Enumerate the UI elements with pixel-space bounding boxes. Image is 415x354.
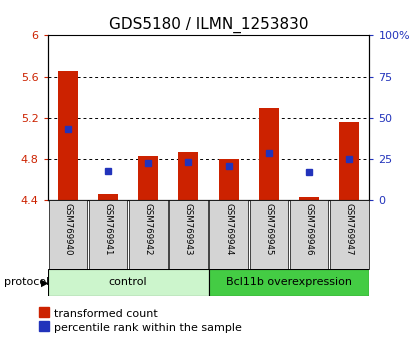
- Bar: [89, 200, 127, 269]
- Bar: [249, 200, 288, 269]
- Bar: [339, 122, 359, 200]
- Bar: [299, 197, 319, 200]
- Text: GSM769941: GSM769941: [103, 204, 112, 256]
- Text: GSM769946: GSM769946: [305, 204, 314, 256]
- Bar: [49, 200, 87, 269]
- Bar: [290, 200, 328, 269]
- Text: GSM769942: GSM769942: [144, 204, 153, 256]
- Bar: [259, 108, 279, 200]
- Bar: [178, 152, 198, 200]
- Text: GSM769943: GSM769943: [184, 204, 193, 256]
- Text: GSM769944: GSM769944: [224, 204, 233, 256]
- Bar: [48, 269, 209, 296]
- Text: GSM769945: GSM769945: [264, 204, 273, 256]
- Text: GSM769947: GSM769947: [345, 204, 354, 256]
- Title: GDS5180 / ILMN_1253830: GDS5180 / ILMN_1253830: [109, 16, 308, 33]
- Bar: [98, 194, 118, 200]
- Text: control: control: [109, 277, 147, 287]
- Bar: [330, 200, 369, 269]
- Bar: [209, 269, 369, 296]
- Text: ▶: ▶: [41, 277, 48, 287]
- Text: GSM769940: GSM769940: [63, 204, 72, 256]
- Bar: [138, 156, 158, 200]
- Bar: [219, 159, 239, 200]
- Bar: [169, 200, 208, 269]
- Text: Bcl11b overexpression: Bcl11b overexpression: [226, 277, 352, 287]
- Text: protocol: protocol: [4, 277, 49, 287]
- Bar: [209, 200, 248, 269]
- Bar: [129, 200, 168, 269]
- Bar: [58, 72, 78, 200]
- Legend: transformed count, percentile rank within the sample: transformed count, percentile rank withi…: [39, 308, 242, 333]
